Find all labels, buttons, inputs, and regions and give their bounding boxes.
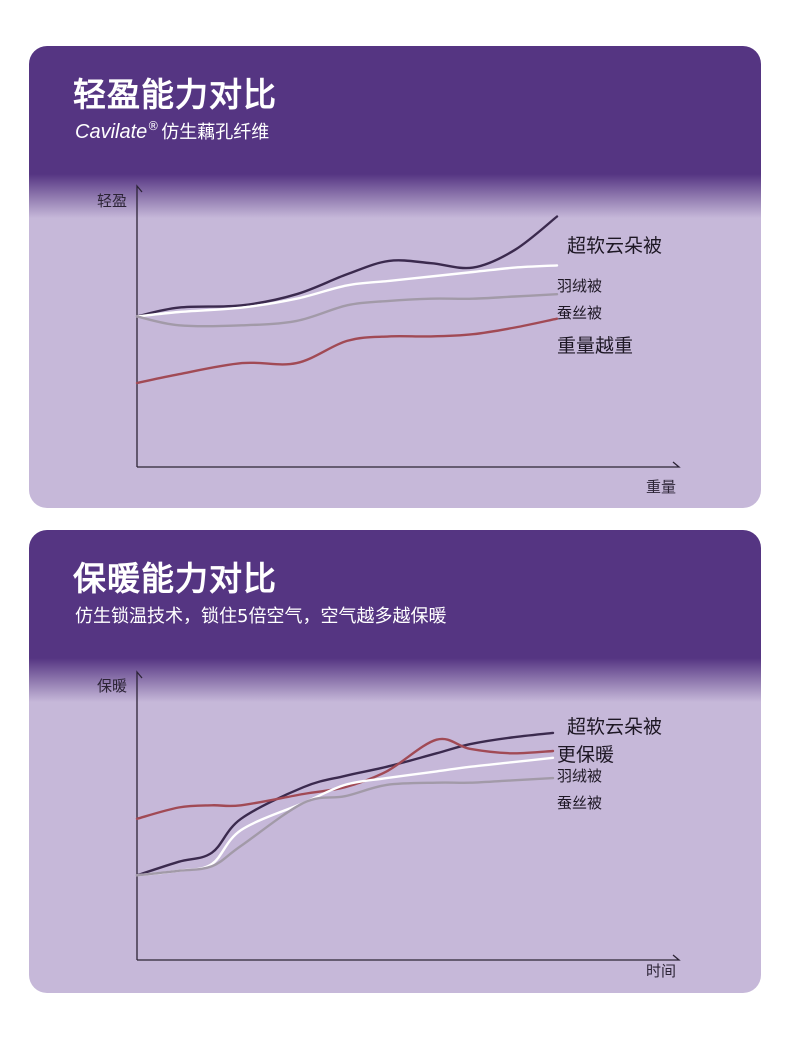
series-line-3 (135, 317, 559, 385)
series-line-0 (135, 731, 555, 877)
warmth-comparison-panel: 保暖能力对比 仿生锁温技术，锁住5倍空气，空气越多越保暖 保暖时间 超软云朵被更保… (29, 530, 761, 993)
x-axis (137, 954, 681, 961)
panel-subtitle: 仿生锁温技术，锁住5倍空气，空气越多越保暖 (75, 602, 446, 628)
y-axis (136, 670, 143, 960)
panel-title: 轻盈能力对比 (73, 75, 277, 114)
series-label-1: 更保暖 (557, 744, 614, 766)
series-label-2: 羽绒被 (557, 767, 602, 785)
panel-subtitle: Cavilate® 仿生藕孔纤维 (75, 118, 269, 144)
series-line-3 (135, 776, 555, 877)
panel-title: 保暖能力对比 (73, 559, 277, 598)
y-axis (136, 184, 143, 467)
subtitle-text: 仿生锁温技术，锁住5倍空气，空气越多越保暖 (75, 606, 447, 627)
series-label-0: 超软云朵被 (567, 716, 662, 738)
y-axis-label: 轻盈 (97, 192, 127, 210)
series-line-0 (135, 215, 559, 318)
x-axis (137, 461, 681, 468)
series-line-1 (135, 737, 555, 820)
x-axis-label: 时间 (646, 962, 676, 980)
light-comparison-panel: 轻盈能力对比 Cavilate® 仿生藕孔纤维 轻盈重量 超软云朵被羽绒被蚕丝被重量… (29, 46, 761, 508)
subtitle-text: 仿生藕孔纤维 (161, 122, 270, 143)
series-label-3: 重量越重 (557, 335, 633, 357)
series-label-0: 超软云朵被 (567, 235, 662, 257)
series-label-2: 蚕丝被 (557, 304, 602, 322)
series-line-2 (135, 293, 559, 328)
y-axis-label: 保暖 (97, 677, 127, 695)
brand-name: Cavilate (75, 121, 148, 143)
series-line-1 (135, 264, 559, 318)
x-axis-label: 重量 (646, 478, 676, 496)
series-label-3: 蚕丝被 (557, 794, 602, 812)
series-label-1: 羽绒被 (557, 277, 602, 295)
registered-mark: ® (147, 119, 160, 133)
